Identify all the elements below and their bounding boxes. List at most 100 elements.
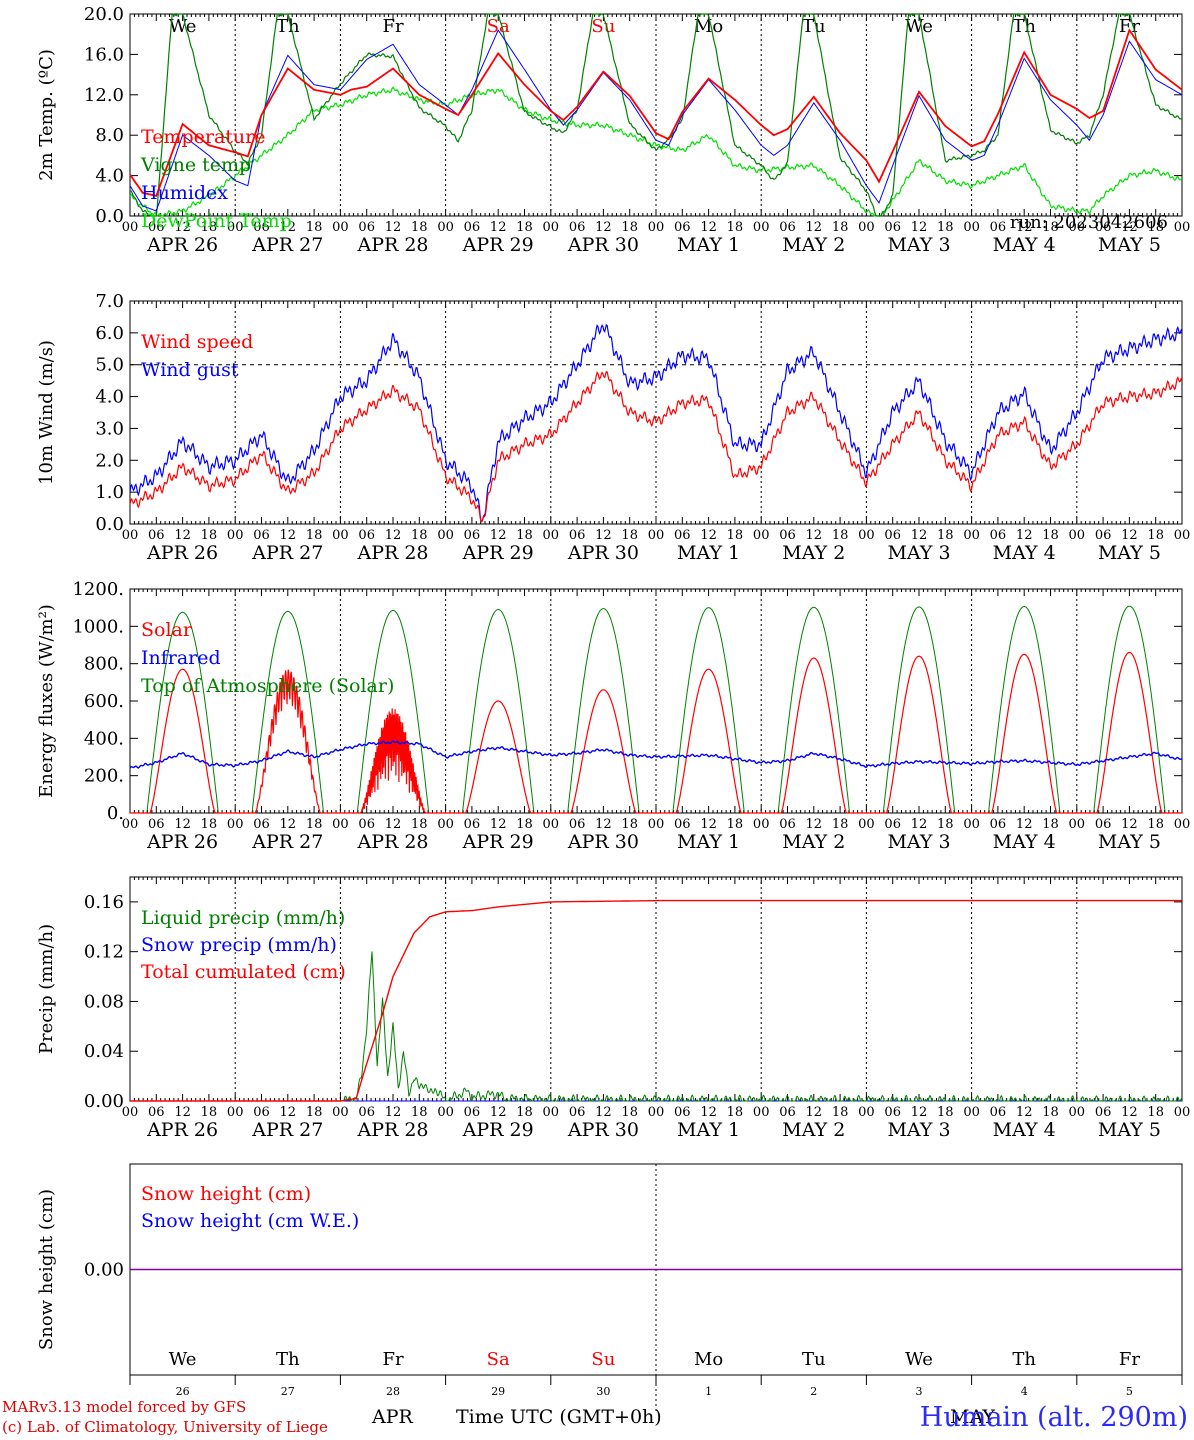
hour-tick-label: 18	[1042, 817, 1059, 832]
day-date-label: MAY 4	[993, 1119, 1056, 1141]
weekday-label: Su	[591, 1349, 615, 1370]
y-axis-label: Energy fluxes (W/m²)	[36, 604, 57, 798]
hour-tick-label: 12	[700, 528, 717, 543]
weekday-label: Th	[1012, 1349, 1036, 1370]
hour-tick-label: 00	[858, 528, 875, 543]
day-date-label: MAY 5	[1098, 831, 1161, 853]
hour-tick-label: 18	[621, 220, 638, 235]
hour-tick-label: 12	[174, 1105, 191, 1120]
hour-tick-label: 12	[700, 817, 717, 832]
hour-tick-label: 12	[1121, 817, 1138, 832]
day-date-label: MAY 4	[993, 831, 1056, 853]
hour-tick-label: 12	[385, 220, 402, 235]
day-date-label: APR 29	[462, 234, 534, 256]
hour-tick-label: 06	[253, 817, 270, 832]
day-date-label: MAY 5	[1098, 542, 1161, 564]
hour-tick-label: 18	[1042, 528, 1059, 543]
hour-tick-label: 06	[779, 1105, 796, 1120]
weekday-label: Th	[276, 1349, 300, 1370]
hour-tick-label: 18	[937, 817, 954, 832]
day-date-label: APR 28	[356, 234, 428, 256]
legend-entry: Wind speed	[141, 331, 253, 353]
y-tick-label: 5.0	[95, 355, 124, 376]
hour-tick-label: 00	[858, 817, 875, 832]
hour-tick-label: 18	[411, 528, 428, 543]
hour-tick-label: 06	[1095, 220, 1112, 235]
hour-tick-label: 18	[201, 220, 218, 235]
weekday-label-top: We	[169, 16, 197, 37]
hour-tick-label: 00	[227, 528, 244, 543]
day-date-label: MAY 1	[677, 831, 740, 853]
hour-tick-label: 00	[122, 528, 139, 543]
hour-tick-label: 18	[621, 528, 638, 543]
hour-tick-label: 06	[990, 817, 1007, 832]
day-date-label: MAY 1	[677, 234, 740, 256]
hour-tick-label: 18	[832, 220, 849, 235]
y-tick-label: 1000.	[72, 616, 124, 637]
model-credit: MARv3.13 model forced by GFS	[2, 1398, 247, 1416]
hour-tick-label: 06	[990, 220, 1007, 235]
hour-tick-label: 00	[227, 220, 244, 235]
y-tick-label: 600.	[84, 691, 124, 712]
day-date-label: MAY 3	[887, 542, 950, 564]
hour-tick-label: 00	[648, 220, 665, 235]
hour-tick-label: 06	[148, 1105, 165, 1120]
hour-tick-label: 18	[516, 528, 533, 543]
y-axis-label: Snow height (cm)	[36, 1189, 57, 1350]
hour-tick-label: 06	[358, 1105, 375, 1120]
dewpoint-line	[129, 86, 1183, 217]
day-date-label: APR 28	[356, 831, 428, 853]
day-date-label: MAY 3	[887, 1119, 950, 1141]
legend-entry: Total cumulated (cm)	[141, 961, 346, 983]
day-number-label: 29	[491, 1385, 505, 1398]
legend-entry: DewPoint Temp	[141, 210, 292, 232]
hour-tick-label: 12	[1016, 1105, 1033, 1120]
hour-tick-label: 12	[700, 220, 717, 235]
hour-tick-label: 18	[306, 220, 323, 235]
hour-tick-label: 00	[543, 528, 560, 543]
day-date-label: APR 26	[146, 234, 218, 256]
hour-tick-label: 06	[990, 1105, 1007, 1120]
day-date-label: MAY 5	[1098, 234, 1161, 256]
weekday-label: We	[169, 1349, 197, 1370]
humidex-line	[129, 29, 1183, 212]
hour-tick-label: 00	[1069, 817, 1086, 832]
hour-tick-label: 12	[1016, 817, 1033, 832]
hour-tick-label: 00	[858, 220, 875, 235]
hour-tick-label: 12	[595, 528, 612, 543]
y-tick-label: 6.0	[95, 323, 124, 344]
day-date-label: MAY 2	[782, 1119, 845, 1141]
time-axis-label: Time UTC (GMT+0h)	[456, 1406, 662, 1428]
hour-tick-label: 06	[674, 528, 691, 543]
hour-tick-label: 12	[280, 528, 297, 543]
hour-tick-label: 06	[1095, 817, 1112, 832]
hour-tick-label: 06	[253, 528, 270, 543]
y-tick-label: 0.	[107, 803, 124, 824]
day-number-label: 4	[1021, 1385, 1028, 1398]
legend-entry: Humidex	[141, 182, 228, 204]
run-annotation: run: 2023042606	[1010, 212, 1168, 233]
hour-tick-label: 12	[280, 817, 297, 832]
hour-tick-label: 12	[700, 1105, 717, 1120]
hour-tick-label: 12	[1121, 1105, 1138, 1120]
legend-entry: Liquid precip (mm/h)	[141, 907, 345, 929]
hour-tick-label: 00	[753, 817, 770, 832]
weekday-label-top: Sa	[487, 16, 510, 37]
hour-tick-label: 06	[990, 528, 1007, 543]
hour-tick-label: 18	[306, 528, 323, 543]
day-number-label: 28	[386, 1385, 400, 1398]
vigne-temp-line	[129, 13, 1183, 217]
hour-tick-label: 06	[358, 817, 375, 832]
hour-tick-label: 00	[1069, 220, 1086, 235]
y-tick-label: 1.0	[95, 482, 124, 503]
legend-entry: Top of Atmosphere (Solar)	[141, 675, 394, 697]
hour-tick-label: 12	[911, 528, 928, 543]
hour-tick-label: 00	[1174, 528, 1191, 543]
weekday-label-top: We	[905, 16, 933, 37]
y-tick-label: 0.08	[84, 991, 124, 1012]
y-tick-label: 4.0	[95, 166, 124, 187]
y-axis-label: Precip (mm/h)	[36, 924, 57, 1054]
hour-tick-label: 00	[332, 817, 349, 832]
hour-tick-label: 12	[806, 1105, 823, 1120]
hour-tick-label: 18	[306, 1105, 323, 1120]
